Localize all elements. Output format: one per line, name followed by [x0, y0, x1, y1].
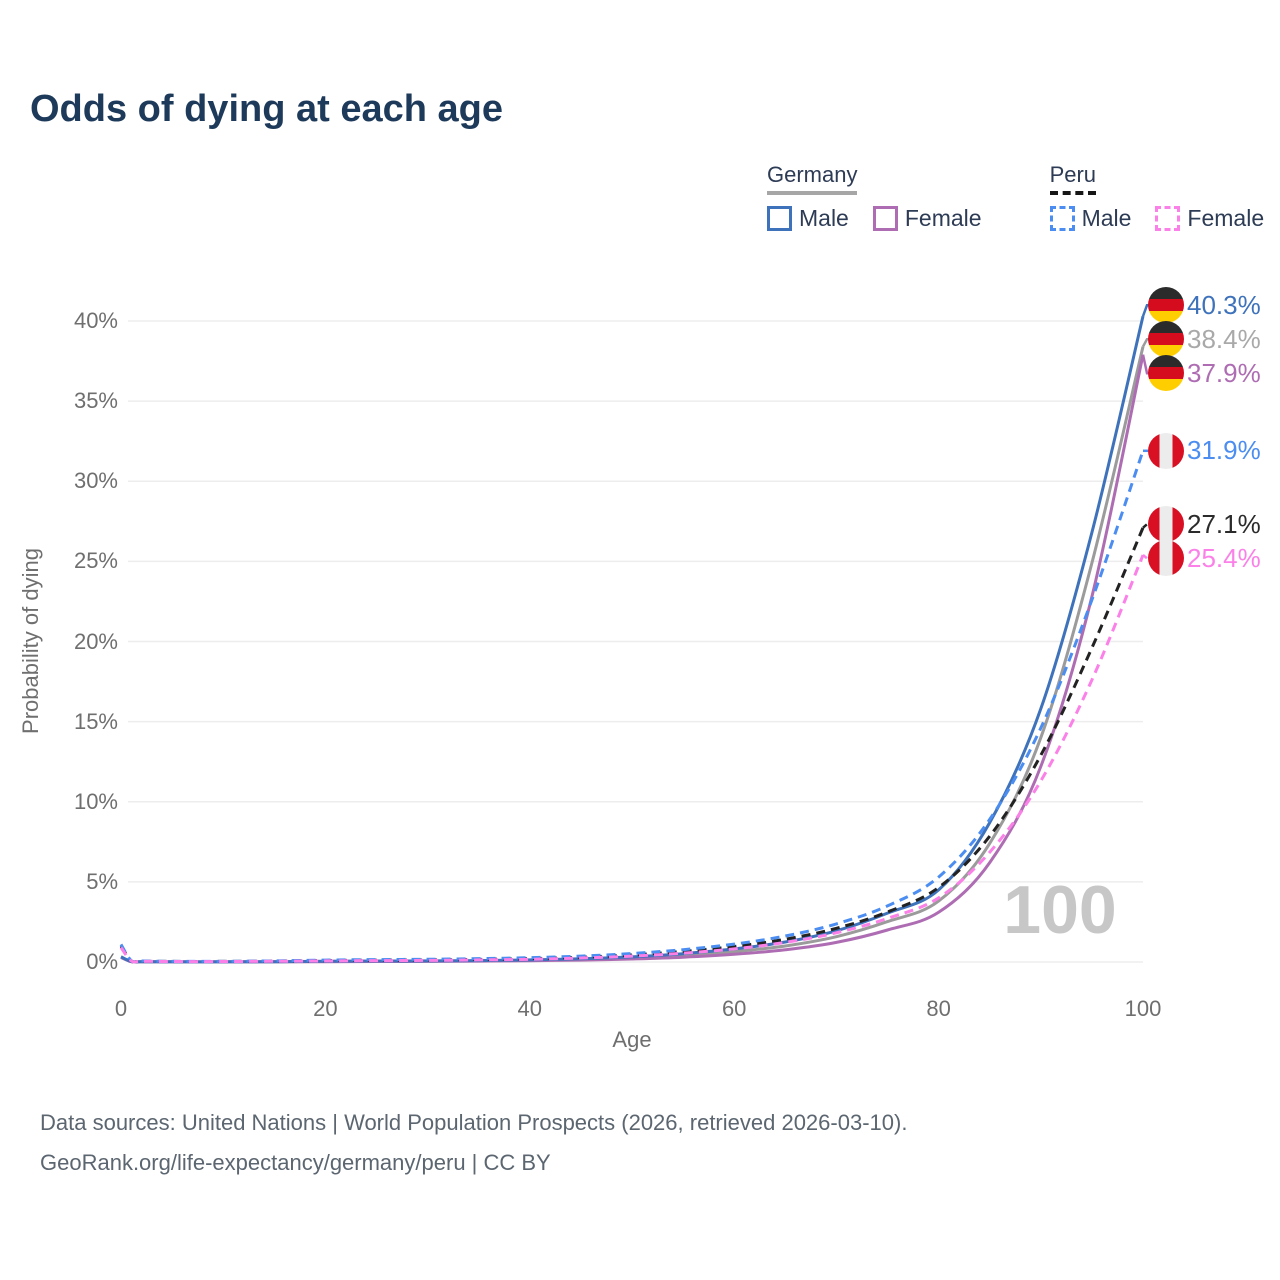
germany-flag-icon	[1148, 355, 1184, 392]
germany-male-swatch-icon	[767, 206, 792, 231]
end-label-peru-male: 31.9%	[1148, 432, 1261, 469]
legend-item-label: Female	[1187, 205, 1265, 231]
end-label-value: 38.4%	[1187, 323, 1261, 354]
footer-attribution: GeoRank.org/life-expectancy/germany/peru…	[40, 1150, 551, 1175]
end-label-germany-male: 40.3%	[1148, 287, 1261, 324]
y-axis-title: Probability of dying	[18, 548, 43, 734]
y-tick-label: 30%	[73, 468, 118, 494]
germany-flag-icon	[1148, 321, 1184, 358]
y-tick-label: 15%	[73, 708, 118, 734]
series-line-germany-female	[120, 354, 1145, 964]
legend-item-label: Male	[799, 205, 849, 231]
series-line-germany-male	[120, 315, 1145, 964]
x-axis-title: Age	[612, 1027, 652, 1052]
x-tick-label: 20	[313, 996, 338, 1021]
end-label-germany-both-sexes: 38.4%	[1148, 321, 1261, 358]
legend-group-germany: Germany Male Female	[767, 162, 982, 232]
y-tick-label: 35%	[73, 388, 118, 414]
age-watermark: 100	[1003, 872, 1117, 948]
y-tick-label: 0%	[86, 949, 118, 974]
x-tick-label: 40	[517, 996, 543, 1021]
germany-flag-icon	[1148, 287, 1184, 324]
peru-male-swatch-icon	[1049, 206, 1075, 231]
x-tick-label: 0	[114, 996, 128, 1021]
legend-item-label: Female	[904, 205, 982, 231]
end-label-value: 40.3%	[1187, 289, 1261, 320]
y-tick-label: 25%	[73, 548, 118, 574]
legend-item-label: Male	[1081, 205, 1132, 231]
legend-item-peru-male[interactable]: Male	[1049, 205, 1132, 232]
end-label-value: 37.9%	[1187, 357, 1261, 388]
end-label-peru-both-sexes: 27.1%	[1148, 506, 1261, 543]
legend-item-peru-female[interactable]: Female	[1155, 205, 1264, 232]
legend-item-germany-female[interactable]: Female	[872, 205, 982, 232]
footer-data-sources: Data sources: United Nations | World Pop…	[40, 1110, 908, 1135]
germany-female-swatch-icon	[872, 206, 898, 231]
x-tick-label: 100	[1124, 996, 1162, 1021]
end-label-value: 27.1%	[1187, 508, 1261, 539]
legend: Germany Male Female Peru Male Female	[767, 162, 1264, 232]
y-tick-label: 40%	[73, 308, 118, 333]
page-title: Odds of dying at each age	[30, 88, 503, 130]
peru-flag-icon	[1148, 432, 1184, 469]
end-label-value: 25.4%	[1187, 542, 1261, 573]
peru-female-swatch-icon	[1155, 206, 1181, 231]
y-tick-label: 5%	[86, 868, 118, 894]
end-label-value: 31.9%	[1187, 435, 1261, 466]
y-tick-label: 20%	[73, 628, 118, 654]
y-tick-label: 10%	[73, 788, 118, 814]
x-tick-label: 80	[926, 996, 951, 1021]
peru-flag-icon	[1148, 540, 1184, 577]
peru-flag-icon	[1148, 506, 1184, 543]
legend-item-germany-male[interactable]: Male	[767, 205, 849, 232]
x-tick-label: 60	[721, 996, 747, 1021]
legend-country-peru: Peru	[1049, 162, 1097, 195]
legend-group-peru: Peru Male Female	[1049, 162, 1264, 232]
legend-country-germany: Germany	[767, 162, 858, 195]
end-label-germany-female: 37.9%	[1148, 355, 1261, 392]
series-line-germany-both-sexes	[120, 346, 1145, 964]
end-label-peru-female: 25.4%	[1148, 540, 1261, 577]
